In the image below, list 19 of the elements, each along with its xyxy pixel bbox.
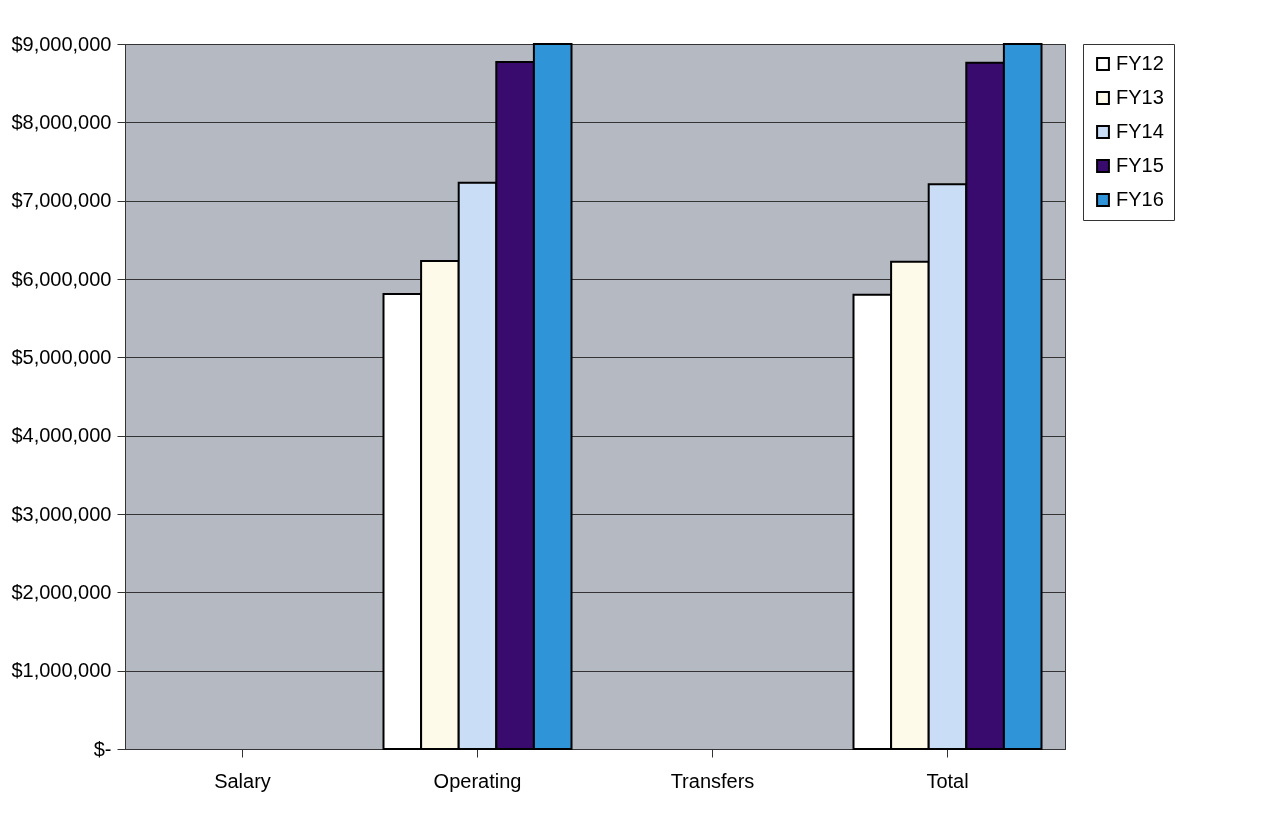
y-tick-label: $6,000,000 — [11, 267, 112, 290]
y-tick-label: $1,000,000 — [11, 659, 112, 682]
y-tick-label: $3,000,000 — [11, 502, 112, 525]
x-tick-label: Salary — [214, 769, 271, 792]
x-tick-label: Transfers — [670, 769, 755, 792]
legend-label: FY14 — [1116, 120, 1164, 142]
legend-label: FY12 — [1116, 52, 1164, 74]
legend-label: FY15 — [1116, 154, 1164, 176]
y-tick-label: $9,000,000 — [11, 32, 112, 55]
y-tick-label: $7,000,000 — [11, 189, 112, 212]
y-tick-label: $4,000,000 — [11, 424, 112, 447]
y-tick-label: $5,000,000 — [11, 345, 112, 368]
y-tick-label: $- — [93, 737, 112, 760]
legend-label: FY16 — [1116, 188, 1164, 210]
x-tick-label: Operating — [433, 769, 522, 792]
y-tick-label: $8,000,000 — [11, 110, 112, 133]
x-tick-label: Total — [926, 769, 969, 792]
legend-label: FY13 — [1116, 86, 1164, 108]
y-tick-label: $2,000,000 — [11, 580, 112, 603]
